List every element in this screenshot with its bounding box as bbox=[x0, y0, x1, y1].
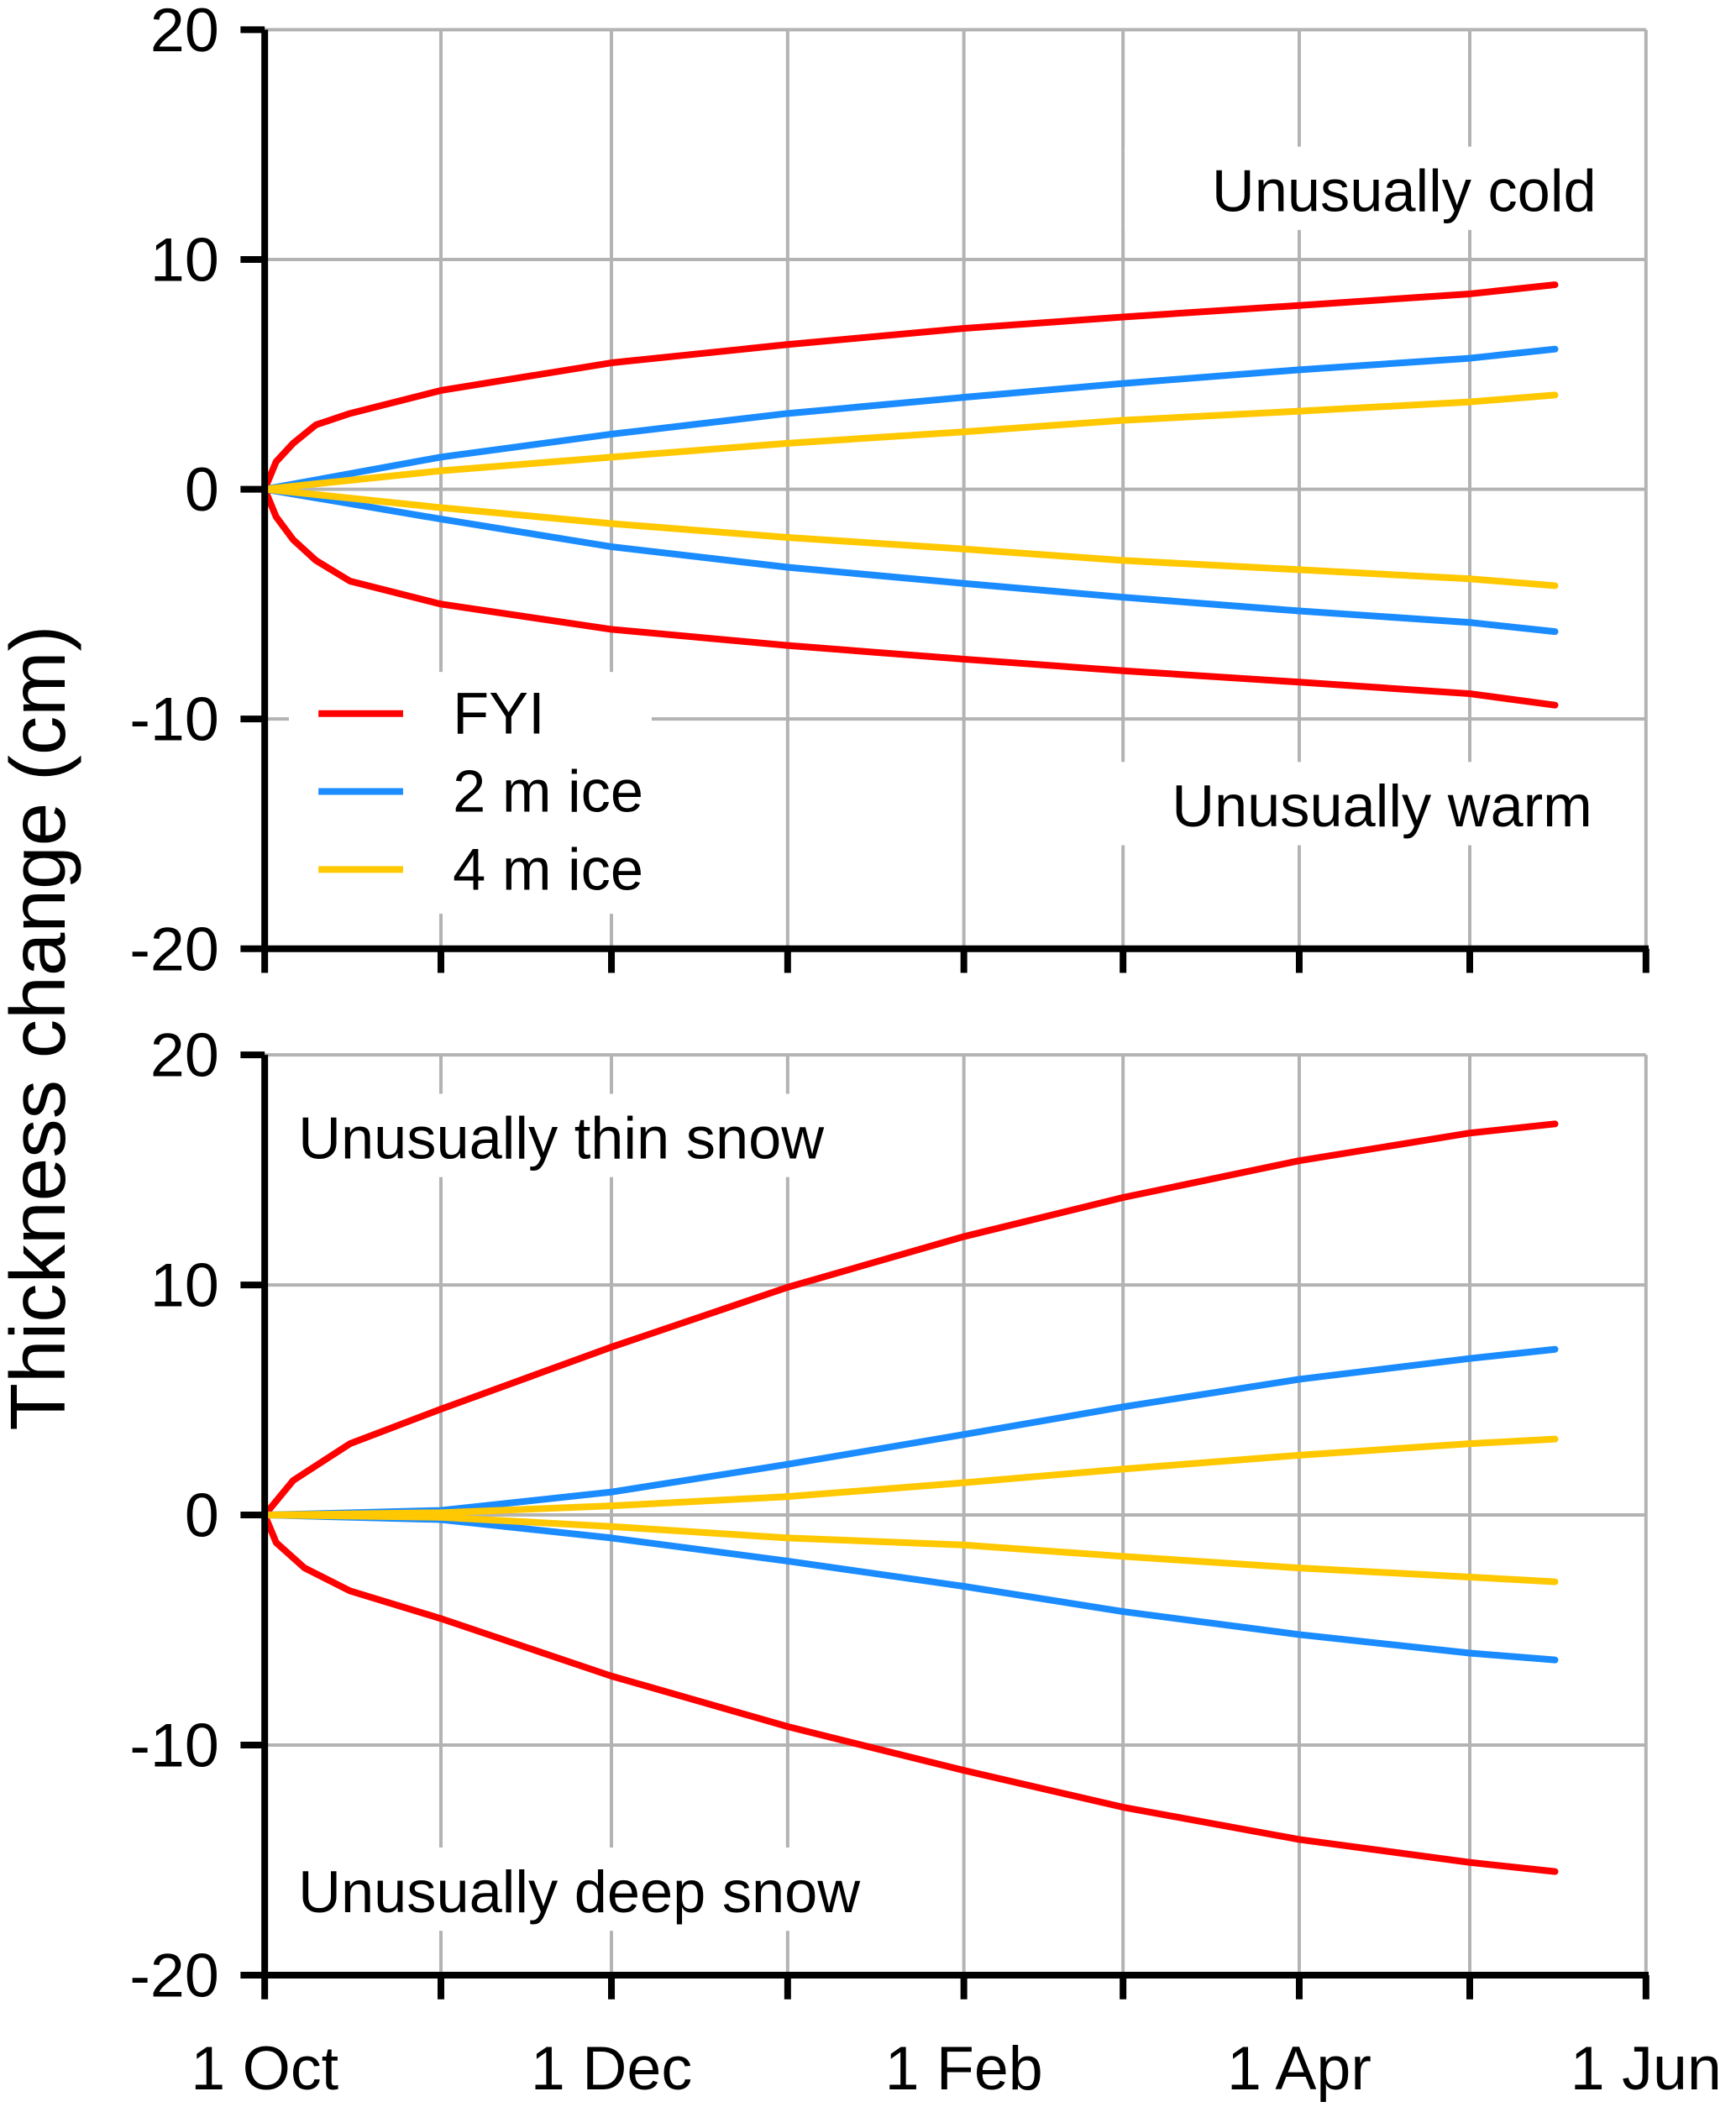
y-tick-label: 0 bbox=[185, 454, 219, 524]
y-tick-label: 10 bbox=[150, 1250, 219, 1320]
annotation-background bbox=[287, 1093, 935, 1177]
series-line bbox=[261, 1512, 1559, 1664]
y-tick-label: -10 bbox=[129, 684, 218, 754]
series-line bbox=[261, 281, 1559, 493]
y-tick-label: -10 bbox=[129, 1711, 218, 1780]
annotation-background bbox=[1125, 146, 1608, 230]
y-axis-label: Thickness change (cm) bbox=[0, 626, 81, 1431]
x-tick-label: 1 Dec bbox=[531, 2033, 692, 2103]
annotation-label: Unusually thin snow bbox=[298, 1104, 824, 1171]
y-tick-label: 20 bbox=[150, 1020, 219, 1090]
series-line bbox=[261, 1345, 1559, 1519]
series-line bbox=[261, 485, 1559, 590]
panel-top: Unusually cold Unusually warm FYI 2 m ice 4 … bbox=[129, 0, 1649, 983]
series-line bbox=[261, 1120, 1559, 1519]
series-line bbox=[261, 1512, 1559, 1585]
x-tick-label: 1 Jun bbox=[1571, 2033, 1722, 2103]
series-line bbox=[261, 1512, 1559, 1875]
annotation-label: Unusually warm bbox=[1172, 773, 1592, 839]
x-tick-label: 1 Oct bbox=[191, 2033, 338, 2103]
panel-bottom: Unusually thin snow Unusually deep snow 20… bbox=[129, 1020, 1649, 2010]
series-line bbox=[261, 1435, 1559, 1519]
series-line bbox=[261, 391, 1559, 493]
series-line bbox=[261, 345, 1559, 493]
series-line bbox=[261, 485, 1559, 636]
x-tick-label: 1 Apr bbox=[1227, 2033, 1371, 2103]
annotation-label: Unusually deep snow bbox=[298, 1858, 860, 1925]
x-tick-label: 1 Feb bbox=[885, 2033, 1043, 2103]
annotation-background bbox=[287, 1848, 935, 1931]
legend-label: FYI bbox=[453, 680, 544, 747]
y-tick-label: 10 bbox=[150, 225, 219, 295]
legend-label: 2 m ice bbox=[453, 758, 643, 825]
y-tick-label: 0 bbox=[185, 1481, 219, 1550]
legend-label: 4 m ice bbox=[453, 836, 643, 902]
series-line bbox=[261, 485, 1559, 709]
y-tick-label: 20 bbox=[150, 0, 219, 65]
y-tick-label: -20 bbox=[129, 914, 218, 983]
annotation-background bbox=[1120, 762, 1603, 846]
annotation-label: Unusually cold bbox=[1212, 157, 1597, 223]
y-tick-label: -20 bbox=[129, 1941, 218, 2010]
